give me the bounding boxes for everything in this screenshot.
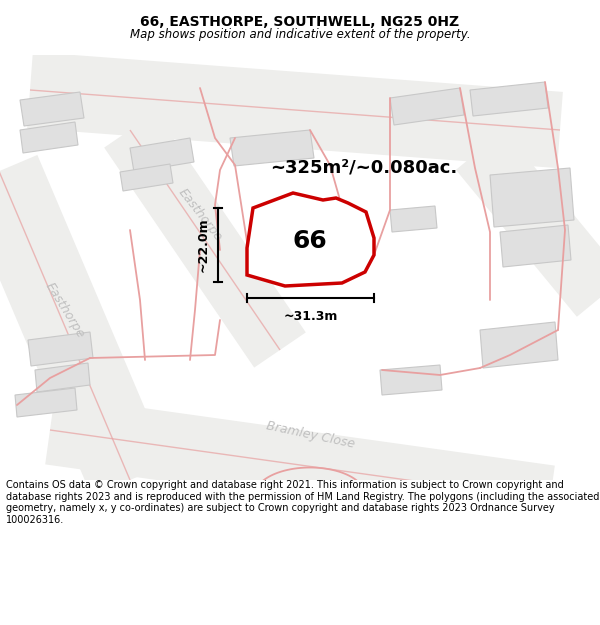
Text: 66: 66: [292, 229, 327, 253]
Polygon shape: [120, 164, 173, 191]
Polygon shape: [130, 138, 194, 172]
Polygon shape: [470, 82, 548, 116]
Polygon shape: [490, 168, 574, 227]
Text: Easthorpe: Easthorpe: [43, 280, 87, 340]
Polygon shape: [390, 88, 464, 125]
Polygon shape: [15, 388, 77, 417]
Text: ~31.3m: ~31.3m: [283, 310, 338, 323]
Polygon shape: [20, 122, 78, 153]
Polygon shape: [28, 332, 93, 366]
Polygon shape: [35, 363, 90, 392]
Text: Contains OS data © Crown copyright and database right 2021. This information is : Contains OS data © Crown copyright and d…: [6, 480, 599, 525]
Polygon shape: [480, 322, 558, 368]
Polygon shape: [390, 206, 437, 232]
Polygon shape: [247, 193, 374, 286]
Text: Map shows position and indicative extent of the property.: Map shows position and indicative extent…: [130, 28, 470, 41]
Text: ~22.0m: ~22.0m: [197, 217, 210, 272]
Text: Easthorpe: Easthorpe: [175, 186, 224, 244]
Text: 66, EASTHORPE, SOUTHWELL, NG25 0HZ: 66, EASTHORPE, SOUTHWELL, NG25 0HZ: [140, 16, 460, 29]
Text: Bramley Close: Bramley Close: [265, 419, 355, 451]
Polygon shape: [500, 225, 571, 267]
Polygon shape: [380, 365, 442, 395]
Text: ~325m²/~0.080ac.: ~325m²/~0.080ac.: [270, 159, 457, 177]
Polygon shape: [230, 130, 314, 166]
Polygon shape: [20, 92, 84, 126]
